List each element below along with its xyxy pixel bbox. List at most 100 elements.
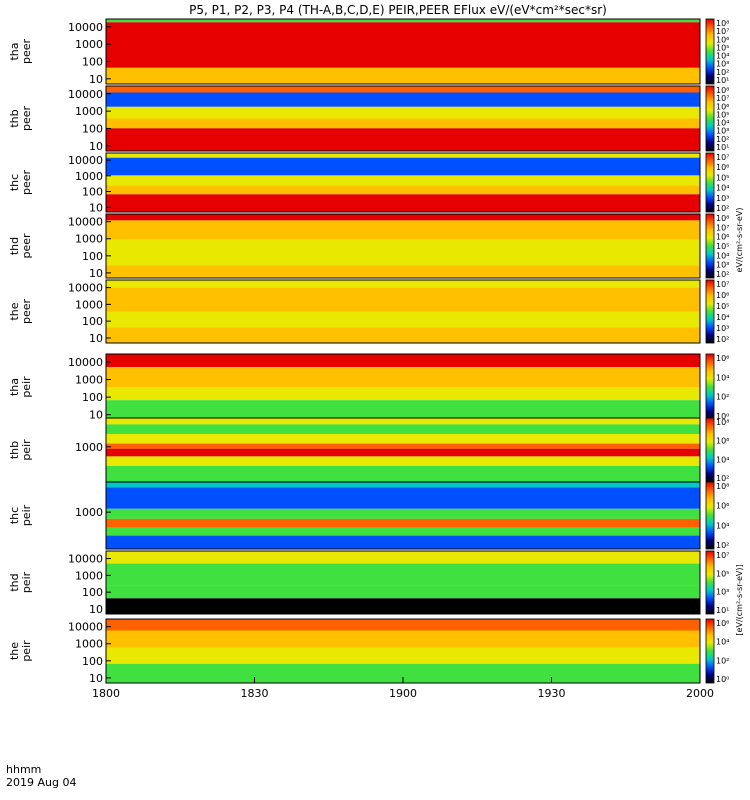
spectrogram-band	[106, 518, 700, 528]
y-tick-label: 100	[82, 55, 103, 68]
colorbar-tick-label: 10⁴	[716, 638, 729, 647]
x-tick-label: 1830	[241, 687, 269, 700]
colorbar-title-electron: eV/(cm²-s-sr-eV)	[735, 208, 744, 273]
spectrogram-band	[106, 265, 700, 278]
panel-thd-peer: thd peer 10000 1000 100 10 10⁸10⁷10⁶10⁵10⁴10³1…	[8, 213, 729, 280]
colorbar-tick-label: 10⁶	[716, 35, 729, 44]
y-tick-label: 100	[82, 250, 103, 263]
x-axis: 1800 1830 1900 1930 2000	[92, 677, 714, 700]
colorbar-tick-label: 10⁷	[716, 223, 729, 232]
y-tick-label: 100	[82, 391, 103, 404]
y-axis-label: peer	[20, 233, 33, 259]
colorbar-title-ion: [eV/(cm²-s-sr-eV)]	[735, 564, 744, 635]
colorbar-tick-label: 10⁶	[716, 619, 729, 628]
spectrogram-band	[106, 630, 700, 648]
colorbar-tick-label: 10⁷	[716, 551, 729, 560]
colorbar-tick-label: 10⁶	[716, 291, 729, 300]
colorbar-tick-label: 10²	[716, 393, 729, 402]
spectrogram-band	[106, 157, 700, 176]
colorbar-tick-label: 10⁸	[716, 418, 729, 427]
panel-thd-peir: thd peir 10000 1000 100 10 10⁷ 10⁵ 10³ 10¹	[8, 550, 729, 616]
y-tick-label: 10	[89, 201, 103, 214]
colorbar-tick-label: 10⁷	[716, 153, 729, 162]
panels-group: tha peer1000010001001010⁸10⁷10⁶10⁵10⁴10³1…	[8, 18, 729, 685]
spectrogram-band	[106, 86, 700, 93]
colorbar-tick-label: 10³	[716, 324, 729, 333]
colorbar-tick-label: 10²	[716, 135, 729, 144]
y-tick-label: 1000	[75, 638, 103, 651]
colorbar-tick-label: 10⁴	[716, 184, 729, 193]
y-axis-label: thc	[8, 507, 21, 524]
colorbar-tick-label: 10³	[716, 194, 729, 203]
colorbar	[705, 85, 715, 152]
y-tick-label: 1000	[75, 105, 103, 118]
y-tick-label: 10	[89, 603, 103, 616]
colorbar-tick-label: 10⁶	[716, 437, 729, 446]
panel-frame	[105, 85, 701, 152]
colorbar	[705, 213, 715, 279]
colorbar-tick-label: 10²	[716, 204, 729, 213]
y-axis-label: peir	[20, 376, 33, 398]
colorbar	[705, 481, 715, 550]
colorbar-tick-label: 10⁸	[716, 214, 729, 223]
colorbar-tick-label: 10⁰	[716, 412, 729, 421]
y-axis-label: thc	[8, 174, 21, 191]
colorbar-tick-label: 10⁵	[716, 242, 729, 251]
colorbar-tick-label: 10⁷	[716, 94, 729, 103]
colorbar-tick-label: 10⁵	[716, 43, 729, 52]
y-axis-label: thd	[8, 573, 21, 591]
spectrogram-band	[106, 647, 700, 664]
y-tick-label: 10	[89, 409, 103, 422]
colorbar-tick-label: 10⁸	[716, 19, 729, 28]
spectrogram-band	[106, 354, 700, 368]
y-tick-label: 1000	[75, 569, 103, 582]
panel-frame	[105, 152, 701, 213]
y-tick-label: 10000	[68, 88, 103, 101]
y-tick-label: 100	[82, 655, 103, 668]
panel-thc-peir: thc peir 1000 10⁸ 10⁶ 10⁴ 10²	[8, 481, 729, 550]
colorbar-tick-label: 10⁶	[716, 354, 729, 363]
panel-frame	[105, 18, 701, 85]
colorbar-tick-label: 10¹	[716, 606, 729, 615]
spectrogram-band	[106, 448, 700, 457]
colorbar-tick-label: 10⁵	[716, 569, 729, 578]
y-axis-label: peir	[20, 504, 33, 526]
y-tick-label: 100	[82, 315, 103, 328]
spectrogram-band	[106, 287, 700, 312]
spectrogram-band	[106, 585, 700, 599]
colorbar-tick-label: 10²	[716, 270, 729, 279]
colorbar-tick-label: 10⁷	[716, 27, 729, 36]
spectrogram-band	[106, 535, 700, 549]
spectrogram-band	[106, 311, 700, 328]
y-axis-label: peer	[20, 299, 33, 325]
y-tick-label: 1000	[75, 441, 103, 454]
spectrogram-band	[106, 367, 700, 387]
spectrogram-band	[106, 551, 700, 564]
colorbar-tick-label: 10⁴	[716, 521, 729, 530]
y-axis-label: thb	[8, 441, 21, 459]
spectrogram-band	[106, 487, 700, 509]
colorbar-tick-label: 10³	[716, 261, 729, 270]
colorbar-tick-label: 10⁴	[716, 119, 729, 128]
y-axis-label: peer	[20, 106, 33, 132]
spectrogram-band	[106, 456, 700, 466]
colorbar	[705, 550, 715, 615]
colorbar-tick-label: 10⁵	[716, 110, 729, 119]
panel-thb-peir: thb peir 1000 10⁸ 10⁶ 10⁴ 10²	[8, 417, 729, 483]
spectrogram-band	[106, 508, 700, 519]
y-tick-label: 1000	[75, 506, 103, 519]
spectrogram-band	[106, 22, 700, 68]
y-axis-label: tha	[8, 42, 21, 60]
x-tick-label: 2000	[686, 687, 714, 700]
y-tick-label: 10000	[68, 154, 103, 167]
panel-thb-peer: thb peer1000010001001010⁸10⁷10⁶10⁵10⁴10³1…	[8, 85, 729, 153]
spectrogram-band	[106, 214, 700, 221]
y-tick-label: 10	[89, 267, 103, 280]
colorbar	[705, 152, 715, 213]
y-tick-label: 100	[82, 586, 103, 599]
x-corner-label: hhmm	[6, 763, 41, 776]
panel-the-peir: the peir 10000 1000 100 10 10⁶ 10⁴ 10² 10⁰	[8, 618, 729, 685]
spectrogram-band	[106, 67, 700, 85]
y-axis-label: peir	[20, 439, 33, 461]
